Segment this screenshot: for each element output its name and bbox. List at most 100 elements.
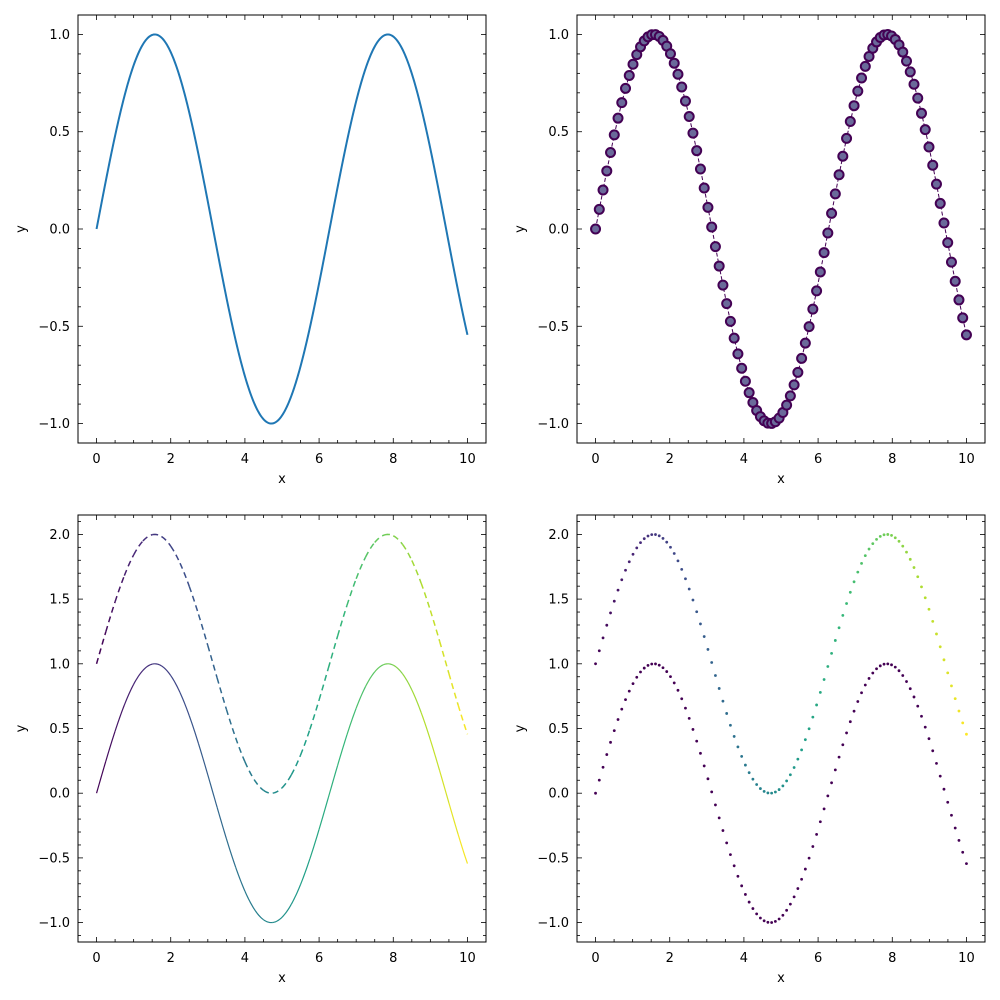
series-1-marker xyxy=(796,352,808,364)
x-tick-label: 6 xyxy=(315,452,323,467)
series-1-marker xyxy=(623,70,635,82)
series-1-marker xyxy=(818,247,830,259)
series-1-point xyxy=(766,920,770,924)
series-2-segment xyxy=(161,535,172,547)
series-2-point xyxy=(961,721,965,725)
series-1-marker xyxy=(811,285,823,297)
series-1-marker xyxy=(807,303,819,315)
x-axis-label: x xyxy=(278,472,286,487)
series-1-point xyxy=(597,778,601,782)
series-1-marker xyxy=(739,375,751,387)
series-1-marker xyxy=(717,279,729,291)
series-1-point xyxy=(946,800,950,804)
series-2-point xyxy=(897,539,901,543)
series-1-point xyxy=(893,665,897,669)
series-1-segment xyxy=(374,663,385,673)
series-1-point xyxy=(758,916,762,920)
y-tick-label: −1.0 xyxy=(537,417,569,432)
series-1-marker xyxy=(702,201,714,213)
series-2-point xyxy=(758,787,762,790)
y-tick-label: −1.0 xyxy=(38,417,70,432)
x-tick-label: 2 xyxy=(666,951,674,966)
series-2-point xyxy=(601,636,605,640)
series-1-point xyxy=(770,921,774,924)
series-2-point xyxy=(852,580,856,584)
series-1-marker xyxy=(608,129,620,141)
series-1-marker xyxy=(676,81,688,93)
series-2-point xyxy=(676,559,680,563)
series-1-marker xyxy=(901,55,913,67)
series-1-point xyxy=(702,764,706,768)
series-2-segment xyxy=(105,601,116,633)
series-2-segment xyxy=(152,533,162,538)
series-2-point xyxy=(612,599,616,603)
y-tick-label: −0.5 xyxy=(537,320,569,335)
series-1-point xyxy=(676,688,680,692)
series-1-marker xyxy=(713,260,725,272)
series-2-segment xyxy=(95,631,107,665)
series-1-segment xyxy=(188,715,200,744)
series-1-point xyxy=(938,774,942,778)
series-1-point xyxy=(594,791,597,795)
series-1-marker xyxy=(694,163,706,175)
series-2-point xyxy=(830,652,833,655)
series-1-segment xyxy=(170,675,181,693)
series-1-point xyxy=(691,728,695,731)
series-2-segment xyxy=(429,610,441,642)
series-1-marker xyxy=(691,145,703,157)
series-2-segment xyxy=(346,578,357,606)
series-1-point xyxy=(706,777,710,781)
x-tick-label: 8 xyxy=(389,452,397,467)
series-2-point xyxy=(905,550,908,554)
series-1-point xyxy=(740,884,744,888)
series-2-point xyxy=(788,773,792,777)
series-1-point xyxy=(695,739,699,743)
series-1-marker xyxy=(960,329,972,341)
series-1-marker xyxy=(915,107,927,119)
series-2-segment xyxy=(401,543,413,561)
series-1-point xyxy=(627,689,631,693)
x-tick-label: 2 xyxy=(666,452,674,467)
series-1-point xyxy=(931,749,935,753)
series-2-point xyxy=(800,748,804,752)
series-2-point xyxy=(624,568,627,572)
x-tick-label: 8 xyxy=(888,951,896,966)
series-1-point xyxy=(807,856,811,860)
series-1-point xyxy=(650,662,654,666)
series-2-segment xyxy=(272,787,283,794)
series-1-segment xyxy=(197,743,209,776)
series-2-segment xyxy=(309,699,320,730)
series-2-segment xyxy=(290,754,302,776)
series-1-marker xyxy=(953,294,965,306)
series-1-point xyxy=(732,864,736,868)
y-tick-label: 1.0 xyxy=(548,28,569,43)
series-2-point xyxy=(729,723,732,727)
series-2-point xyxy=(684,577,687,581)
series-1-marker xyxy=(826,207,838,219)
series-2-point xyxy=(642,537,646,541)
series-1-marker xyxy=(919,124,931,136)
series-1-point xyxy=(841,743,845,747)
series-2-point xyxy=(942,658,946,662)
y-tick-label: 0.0 xyxy=(548,223,569,238)
series-2-point xyxy=(687,587,691,591)
series-1-point xyxy=(826,794,830,798)
series-1-segment xyxy=(123,684,135,706)
x-tick-label: 6 xyxy=(315,951,323,966)
series-2-point xyxy=(916,575,920,579)
series-1-point xyxy=(878,664,882,668)
series-1-segment xyxy=(95,761,107,794)
series-1-point xyxy=(657,663,661,667)
series-1-segment xyxy=(402,673,413,691)
series-1-line xyxy=(95,33,469,425)
x-tick-label: 10 xyxy=(459,452,476,467)
series-1-point xyxy=(680,697,684,701)
series-1-marker xyxy=(927,159,939,171)
x-axis-label: x xyxy=(777,971,785,986)
series-2-point xyxy=(605,623,609,627)
series-1-point xyxy=(950,813,953,817)
series-1-point xyxy=(845,731,848,735)
series-2-point xyxy=(721,699,725,703)
series-2-segment xyxy=(114,575,126,603)
